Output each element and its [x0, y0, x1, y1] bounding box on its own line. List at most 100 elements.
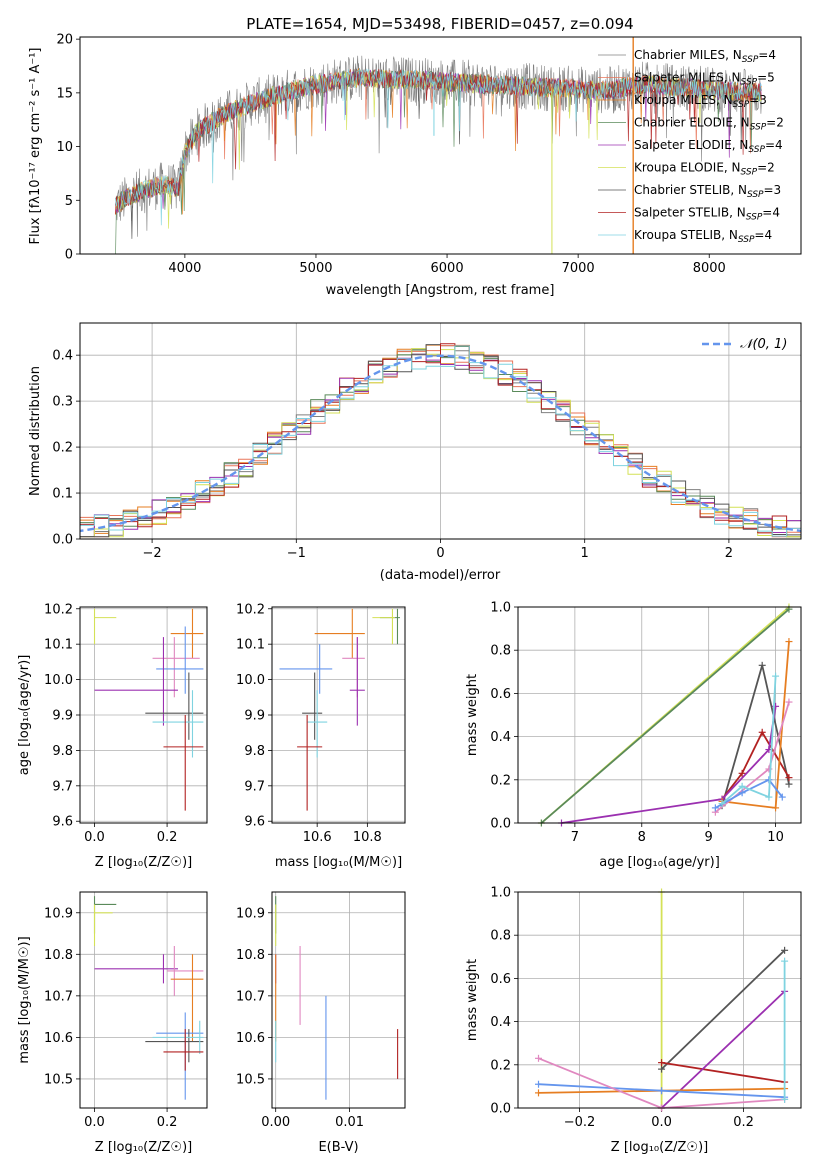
y-tick-label: 0 [65, 248, 73, 263]
y-tick-label: 10.8 [236, 948, 265, 963]
y-tick-label: 10.6 [236, 1031, 265, 1046]
panel-ylabel: age [log₁₀(age/yr)] [17, 655, 32, 776]
x-tick-label: 2 [725, 546, 733, 561]
y-tick-label: 10.5 [44, 1072, 73, 1087]
y-tick-label: 0.8 [490, 644, 511, 659]
weight-line-normal-curve [714, 778, 784, 809]
panel-xlabel: Z [log₁₀(Z/Z☉)] [611, 1140, 708, 1155]
spectrum-axes-frame [79, 36, 802, 255]
y-tick-label: 9.7 [244, 779, 265, 794]
x-tick-label: 8000 [693, 261, 726, 276]
x-tick-label: 9 [705, 830, 713, 845]
y-tick-label: 0.2 [52, 441, 73, 456]
errorbar-layer [93, 896, 204, 1100]
x-tick-label: 0.2 [157, 1115, 178, 1130]
x-tick-label: −1 [287, 546, 306, 561]
spectrum-line-chabrier-elodie [115, 68, 762, 254]
y-tick-label: 10.8 [44, 948, 73, 963]
y-tick-label: 15 [56, 86, 73, 101]
normal-legend-label: 𝒩(0, 1) [740, 337, 787, 352]
y-tick-label: 1.0 [490, 886, 511, 901]
x-tick-label: 0.0 [84, 1115, 105, 1130]
weight-line-chabrier-elodie [540, 608, 790, 824]
spectrum-legend: Chabrier MILES, NSSP=4 Salpeter MILES, NS… [598, 48, 784, 245]
weight-line-kroupa-stelib [721, 676, 777, 805]
tick-layer: 0.00 0.01 10.5 10.6 10.7 10.8 10.9 [236, 906, 364, 1130]
legend-sub: SSP [741, 78, 758, 88]
errorbar-layer [275, 896, 399, 1100]
x-tick-label: 1 [581, 546, 589, 561]
legend-sub: SSP [748, 145, 765, 155]
y-tick-label: 9.6 [244, 815, 265, 830]
normal-curve [80, 354, 801, 533]
histogram-xlabel: (data-model)/error [380, 568, 501, 583]
legend-entry: Chabrier STELIB, NSSP=3 [634, 183, 781, 200]
legend-value: =3 [749, 93, 767, 107]
legend-sub: SSP [742, 55, 759, 65]
x-tick-label: 10.6 [303, 830, 332, 845]
panel-ylabel: mass weight [465, 959, 480, 1041]
legend-sub: SSP [750, 123, 767, 133]
y-tick-label: 0.0 [490, 817, 511, 832]
x-tick-label: 5000 [299, 261, 332, 276]
panel-xlabel: Z [log₁₀(Z/Z☉)] [95, 1140, 192, 1155]
y-tick-label: 10.2 [44, 602, 73, 617]
y-tick-label: 9.9 [52, 709, 73, 724]
legend-value: =2 [757, 161, 775, 175]
tick-layer: 0.0 0.2 10.5 10.6 10.7 10.8 10.9 [44, 906, 177, 1130]
y-tick-label: 10.0 [44, 673, 73, 688]
panel-ylabel: mass [log₁₀(M/M☉)] [17, 936, 32, 1063]
panel-xlabel: E(B-V) [318, 1140, 358, 1155]
y-tick-label: 0.8 [490, 929, 511, 944]
errorbar-layer [279, 608, 400, 811]
spectrum-ylabel: Flux [fλ10⁻¹⁷ erg cm⁻² s⁻¹ A⁻¹] [28, 48, 43, 245]
legend-value: =5 [757, 71, 775, 85]
y-tick-label: 9.8 [52, 744, 73, 759]
x-tick-label: 0.2 [157, 830, 178, 845]
legend-value: =3 [764, 183, 782, 197]
histogram-axes-frame [79, 322, 802, 540]
y-tick-label: 10 [56, 140, 73, 155]
weight-line-salpeter-elodie [660, 990, 786, 1109]
spectrum-lines [115, 37, 762, 254]
hist-step-kroupa-stelib [80, 345, 801, 538]
x-tick-label: 7000 [562, 261, 595, 276]
x-tick-label: 7 [571, 830, 579, 845]
tick-layer: −2 −1 0 1 2 0.0 0.1 0.2 0.3 0.4 [52, 349, 733, 561]
panel-xlabel: age [log₁₀(age/yr)] [599, 855, 720, 870]
axes-frame [271, 606, 406, 824]
legend-entry: Chabrier MILES, NSSP=4 [634, 48, 776, 65]
histogram-ylabel: Normed distribution [28, 366, 43, 496]
x-tick-label: 10.8 [353, 830, 382, 845]
y-tick-label: 10.1 [236, 638, 265, 653]
y-tick-label: 20 [56, 33, 73, 48]
legend-entry: Salpeter MILES, NSSP=5 [634, 71, 775, 88]
y-tick-label: 10.7 [44, 989, 73, 1004]
y-tick-label: 9.9 [244, 709, 265, 724]
y-tick-label: 0.6 [490, 687, 511, 702]
legend-sub: SSP [738, 235, 755, 245]
x-tick-label: 8 [638, 830, 646, 845]
errorbar-layer [93, 608, 204, 811]
y-tick-label: 0.1 [52, 487, 73, 502]
y-tick-label: 10.7 [236, 989, 265, 1004]
legend-entry: Salpeter STELIB, NSSP=4 [634, 206, 780, 223]
histogram-plot-area: −2 −1 0 1 2 0.0 0.1 0.2 0.3 0.4 [52, 323, 801, 561]
legend-value: =4 [758, 48, 776, 62]
y-tick-label: 9.8 [244, 744, 265, 759]
x-tick-label: −2 [143, 546, 162, 561]
weight-line-kroupa-miles [721, 641, 790, 809]
x-tick-label: −0.2 [564, 1115, 596, 1130]
legend-sub: SSP [747, 190, 764, 200]
y-tick-label: 10.0 [236, 673, 265, 688]
y-tick-label: 5 [65, 194, 73, 209]
y-tick-label: 10.6 [44, 1031, 73, 1046]
spectrum-line-kroupa-stelib [115, 68, 762, 226]
y-tick-label: 0.2 [490, 1058, 511, 1073]
spectrum-xlabel: wavelength [Angstrom, rest frame] [326, 283, 555, 298]
legend-value: =4 [765, 138, 783, 152]
hist-layer [80, 343, 801, 538]
y-tick-label: 10.1 [44, 638, 73, 653]
age-vs-Z-panel: 0.0 0.2 9.6 9.7 9.8 9.9 10.0 10.1 10.2 Z [log₁₀(Z… [17, 602, 208, 870]
